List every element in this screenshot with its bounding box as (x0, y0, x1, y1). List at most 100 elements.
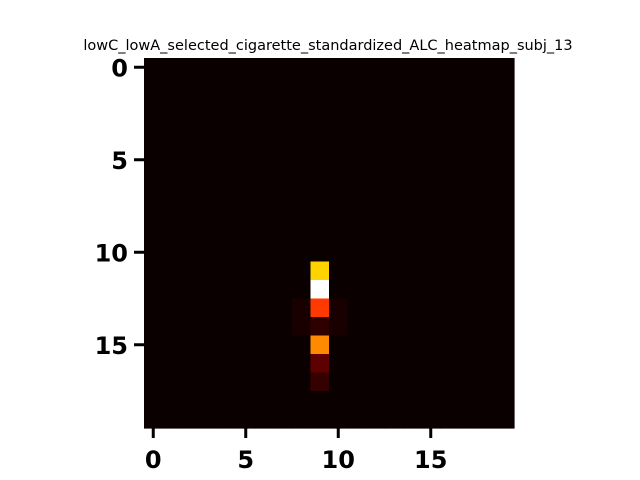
heatmap-cell (440, 224, 460, 244)
heatmap-cell (421, 335, 441, 355)
heatmap-cell (329, 150, 349, 170)
x-tick-label: 0 (145, 446, 162, 474)
heatmap-cell (458, 409, 478, 429)
heatmap-cell (144, 391, 164, 411)
heatmap-cell (255, 169, 275, 189)
heatmap-cell (310, 95, 330, 115)
heatmap-cell (162, 132, 182, 152)
heatmap-cell (495, 150, 515, 170)
heatmap-cell (458, 206, 478, 226)
heatmap-cell (458, 317, 478, 337)
heatmap-cell (292, 206, 312, 226)
heatmap-cell (236, 354, 256, 374)
heatmap-cell (273, 113, 293, 133)
heatmap-cell (495, 187, 515, 207)
heatmap-cell (144, 372, 164, 392)
heatmap-cell (477, 409, 497, 429)
heatmap-cell (273, 187, 293, 207)
y-axis: 0 5 10 15 (95, 54, 144, 360)
heatmap-cell (255, 224, 275, 244)
heatmap-cell (495, 335, 515, 355)
heatmap-cell (162, 409, 182, 429)
heatmap-cell (310, 169, 330, 189)
heatmap-cell (329, 317, 349, 337)
heatmap-cell (440, 372, 460, 392)
heatmap-cell (495, 113, 515, 133)
heatmap-cell (421, 187, 441, 207)
heatmap-cell (273, 243, 293, 263)
heatmap-cell (273, 317, 293, 337)
heatmap-cell (273, 58, 293, 78)
heatmap-cell (292, 280, 312, 300)
heatmap-cell (403, 335, 423, 355)
heatmap-cell (440, 298, 460, 318)
heatmap-cell (144, 95, 164, 115)
heatmap-cell (199, 391, 219, 411)
heatmap-cell (236, 280, 256, 300)
x-tick-label: 15 (414, 446, 447, 474)
heatmap-cell (218, 372, 238, 392)
heatmap-cell (199, 298, 219, 318)
heatmap-cell (384, 298, 404, 318)
heatmap-cell (477, 335, 497, 355)
heatmap-cell (477, 391, 497, 411)
heatmap-cell (384, 113, 404, 133)
heatmap-cell (366, 132, 386, 152)
heatmap-cell (458, 58, 478, 78)
heatmap-cell (144, 132, 164, 152)
heatmap-cell (310, 150, 330, 170)
heatmap-cell (347, 206, 367, 226)
heatmap-cell (199, 372, 219, 392)
heatmap-cell (144, 187, 164, 207)
heatmap-cell (477, 76, 497, 96)
heatmap-cell (218, 354, 238, 374)
heatmap-cell (347, 187, 367, 207)
heatmap-cell (199, 150, 219, 170)
heatmap-cell (440, 58, 460, 78)
heatmap-cell (236, 298, 256, 318)
heatmap-cell (421, 354, 441, 374)
heatmap-cell (199, 113, 219, 133)
heatmap-cell (218, 261, 238, 281)
heatmap-cell (255, 206, 275, 226)
heatmap-cell (347, 58, 367, 78)
heatmap-cell (458, 372, 478, 392)
heatmap-cell (292, 132, 312, 152)
y-tick-label: 0 (111, 54, 128, 82)
heatmap-cell (403, 298, 423, 318)
heatmap-cell (144, 280, 164, 300)
heatmap-cell (403, 169, 423, 189)
heatmap-cell (458, 335, 478, 355)
heatmap-cell (477, 95, 497, 115)
heatmap-cell (347, 132, 367, 152)
heatmap-cell (218, 224, 238, 244)
heatmap-cell (181, 113, 201, 133)
heatmap-cell (236, 372, 256, 392)
heatmap-cell (384, 335, 404, 355)
heatmap-cell (181, 243, 201, 263)
heatmap-cell (477, 261, 497, 281)
heatmap-cell (421, 261, 441, 281)
heatmap-cell (292, 372, 312, 392)
y-tick-label: 10 (95, 239, 128, 267)
heatmap-cell (236, 58, 256, 78)
heatmap-cell (162, 206, 182, 226)
heatmap-cell (329, 58, 349, 78)
heatmap-cell (199, 132, 219, 152)
heatmap-cell (329, 206, 349, 226)
heatmap-cell (181, 335, 201, 355)
heatmap-cell (440, 335, 460, 355)
heatmap-cell (218, 391, 238, 411)
heatmap-cell (366, 58, 386, 78)
heatmap-cell (162, 95, 182, 115)
heatmap-cell (421, 132, 441, 152)
heatmap-cell (329, 354, 349, 374)
heatmap-cell (181, 280, 201, 300)
heatmap-cell (218, 280, 238, 300)
heatmap-cell (236, 206, 256, 226)
heatmap-cell (384, 132, 404, 152)
heatmap-cell (477, 243, 497, 263)
heatmap-cell (458, 187, 478, 207)
heatmap-cell (310, 206, 330, 226)
heatmap-cell (218, 113, 238, 133)
